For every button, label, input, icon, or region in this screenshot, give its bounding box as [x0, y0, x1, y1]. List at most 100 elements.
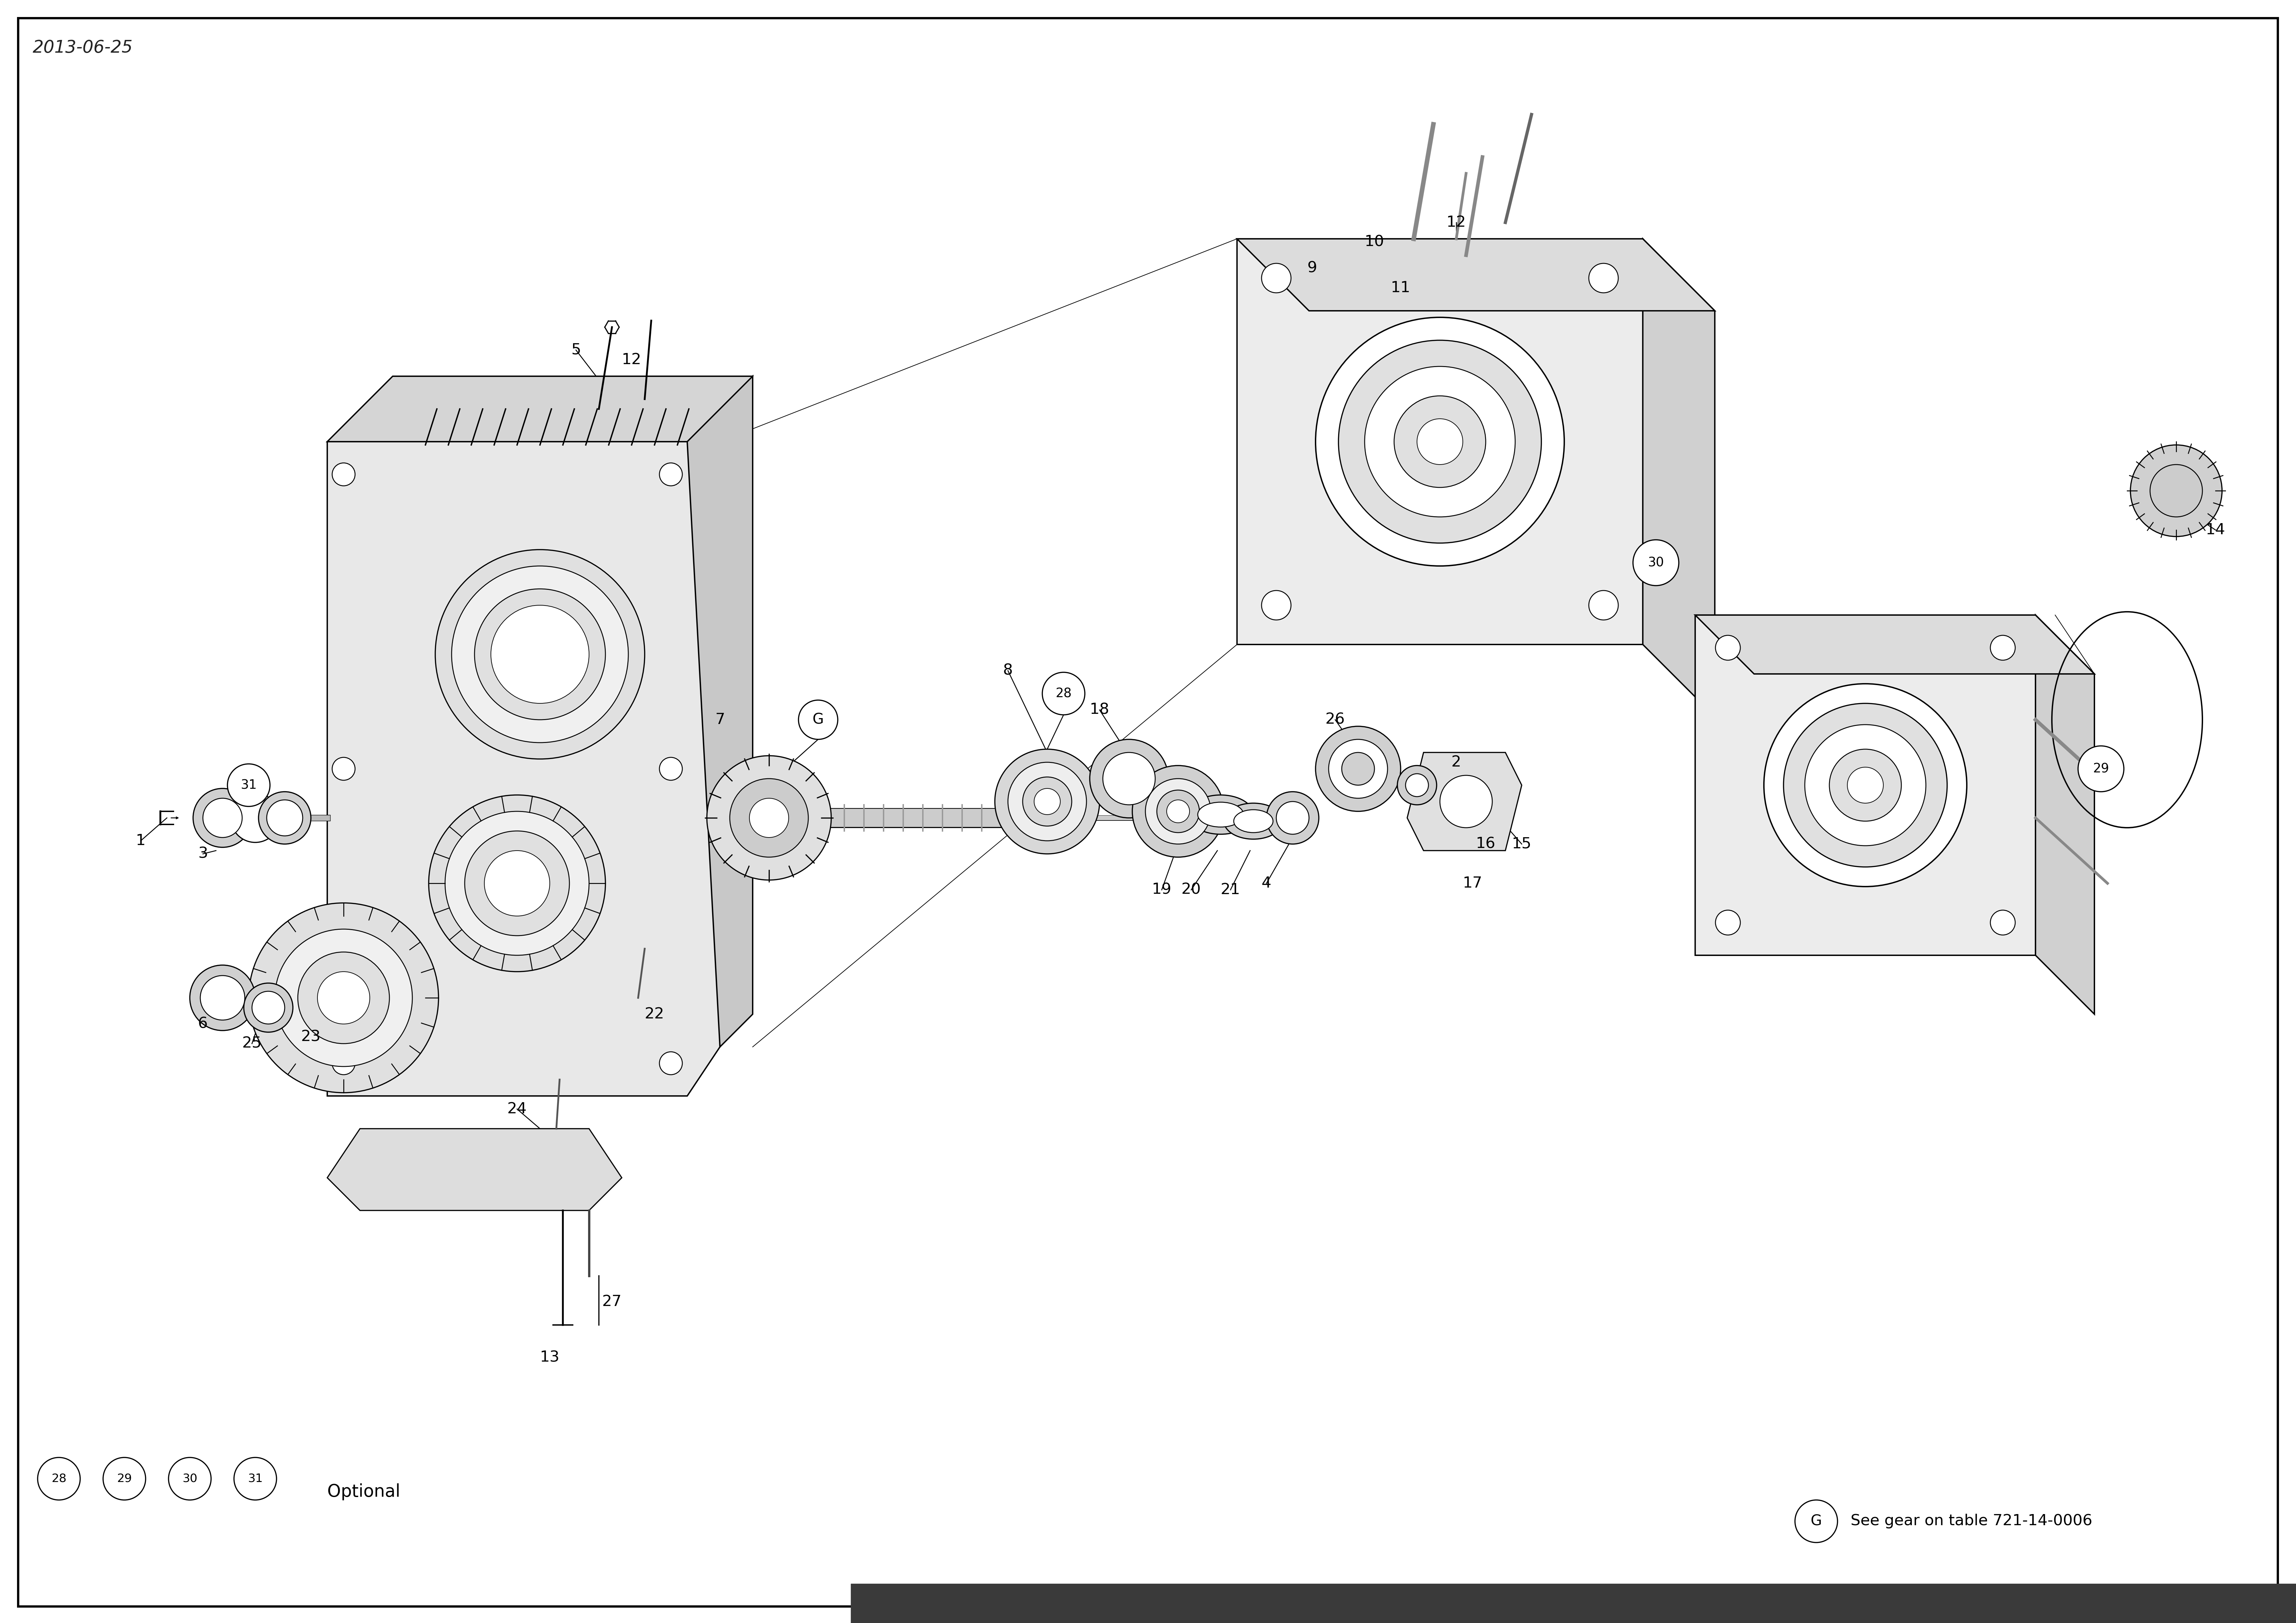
Circle shape: [748, 799, 790, 837]
Circle shape: [333, 758, 356, 781]
Circle shape: [37, 1457, 80, 1500]
Text: 29: 29: [117, 1474, 131, 1485]
Polygon shape: [328, 377, 753, 441]
Circle shape: [1261, 263, 1290, 292]
Text: 7: 7: [714, 712, 726, 727]
Text: 20: 20: [1182, 883, 1201, 898]
Circle shape: [193, 789, 253, 847]
Text: 8: 8: [1003, 664, 1013, 678]
Circle shape: [333, 463, 356, 485]
Circle shape: [298, 953, 390, 1044]
Ellipse shape: [1187, 795, 1254, 834]
Circle shape: [227, 764, 271, 807]
Text: 4: 4: [1261, 876, 1272, 891]
Circle shape: [1261, 591, 1290, 620]
Polygon shape: [1644, 239, 1715, 716]
Circle shape: [475, 589, 606, 719]
Circle shape: [1146, 779, 1210, 844]
Circle shape: [1329, 740, 1387, 799]
Text: 28: 28: [51, 1474, 67, 1485]
Circle shape: [1316, 318, 1564, 566]
Circle shape: [103, 1457, 145, 1500]
Circle shape: [1102, 753, 1155, 805]
Text: 23: 23: [301, 1029, 321, 1045]
Polygon shape: [328, 1128, 622, 1211]
Text: See gear on table 721-14-0006: See gear on table 721-14-0006: [1846, 1514, 2092, 1529]
Circle shape: [1091, 740, 1169, 818]
Circle shape: [1042, 672, 1084, 714]
Text: 2013-06-25: 2013-06-25: [32, 39, 133, 57]
Text: 15: 15: [1511, 837, 1531, 852]
Circle shape: [1715, 911, 1740, 935]
Ellipse shape: [1233, 810, 1272, 833]
Circle shape: [1589, 591, 1619, 620]
Text: 13: 13: [540, 1350, 560, 1365]
Text: 31: 31: [248, 1474, 262, 1485]
Text: 19: 19: [1153, 883, 1171, 898]
Circle shape: [799, 700, 838, 740]
Text: 9: 9: [1306, 261, 1318, 276]
Text: 27: 27: [602, 1295, 622, 1310]
Circle shape: [1157, 790, 1199, 833]
Ellipse shape: [1224, 803, 1283, 839]
Circle shape: [707, 756, 831, 880]
Text: 24: 24: [507, 1102, 526, 1117]
Circle shape: [1632, 540, 1678, 586]
Circle shape: [1394, 396, 1486, 487]
Text: 18: 18: [1091, 703, 1109, 717]
Circle shape: [1267, 792, 1318, 844]
Circle shape: [1848, 768, 1883, 803]
Text: 10: 10: [1364, 235, 1384, 250]
Circle shape: [1277, 802, 1309, 834]
Circle shape: [436, 550, 645, 760]
Text: 12: 12: [1446, 216, 1467, 230]
Circle shape: [659, 1052, 682, 1074]
Circle shape: [1784, 703, 1947, 867]
Text: 6: 6: [197, 1016, 209, 1031]
Circle shape: [2131, 445, 2223, 537]
Circle shape: [234, 1457, 276, 1500]
Circle shape: [2149, 464, 2202, 516]
Circle shape: [1364, 367, 1515, 516]
Circle shape: [1339, 341, 1541, 544]
Polygon shape: [1238, 239, 1644, 644]
Circle shape: [1830, 750, 1901, 821]
Circle shape: [730, 779, 808, 857]
Circle shape: [276, 928, 413, 1066]
Circle shape: [1715, 635, 1740, 661]
Circle shape: [230, 794, 280, 842]
Text: 21: 21: [1221, 883, 1240, 898]
Text: 28: 28: [1056, 688, 1072, 700]
Text: 26: 26: [1325, 712, 1345, 727]
Text: 16: 16: [1476, 837, 1495, 852]
Text: 14: 14: [2206, 523, 2225, 537]
Text: G: G: [813, 712, 824, 727]
Circle shape: [333, 1052, 356, 1074]
Circle shape: [1795, 1500, 1837, 1542]
Circle shape: [1763, 683, 1968, 886]
Circle shape: [994, 750, 1100, 854]
Polygon shape: [687, 377, 753, 1047]
Circle shape: [1589, 263, 1619, 292]
Circle shape: [1405, 774, 1428, 797]
Circle shape: [491, 605, 590, 703]
Circle shape: [452, 566, 629, 743]
Circle shape: [1805, 724, 1926, 846]
Circle shape: [1008, 763, 1086, 841]
Text: 25: 25: [241, 1035, 262, 1052]
Circle shape: [2078, 747, 2124, 792]
Text: 17: 17: [1463, 876, 1483, 891]
Circle shape: [464, 831, 569, 935]
Circle shape: [659, 758, 682, 781]
Circle shape: [1316, 725, 1401, 812]
Circle shape: [1398, 766, 1437, 805]
Text: 29: 29: [2094, 763, 2110, 776]
Polygon shape: [1407, 753, 1522, 850]
Text: G: G: [1812, 1514, 1823, 1529]
Circle shape: [445, 812, 590, 956]
Circle shape: [1440, 776, 1492, 828]
Circle shape: [1132, 766, 1224, 857]
Circle shape: [1991, 635, 2016, 661]
Circle shape: [1417, 419, 1463, 464]
Polygon shape: [1694, 615, 2094, 674]
